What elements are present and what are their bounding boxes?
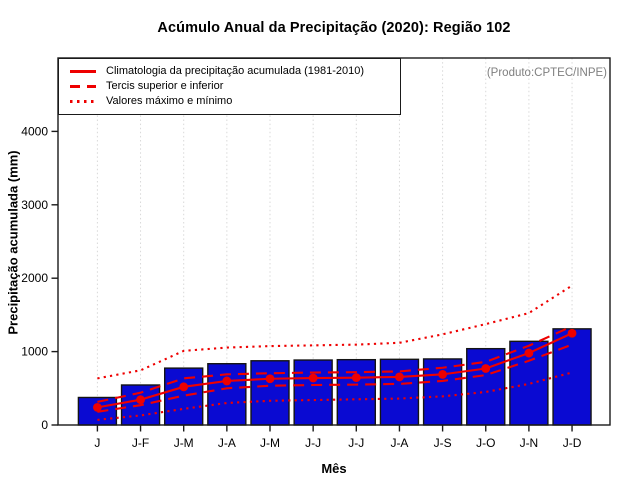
y-tick-label: 2000 [21, 271, 48, 285]
x-tick-label: J-J [305, 436, 321, 450]
climatology-point [438, 369, 447, 379]
legend-label: Tercis superior e inferior [106, 80, 224, 92]
precipitation-bar [336, 358, 376, 426]
precipitation-bar [379, 358, 420, 426]
legend-box: Climatologia da precipitação acumulada (… [58, 58, 401, 115]
legend-item-max-min: Valores máximo e mínimo [70, 95, 400, 108]
climatology-point [265, 374, 275, 384]
climatology-point [93, 402, 102, 412]
climatology-point [524, 348, 534, 358]
x-tick-label: J-F [132, 436, 149, 450]
y-axis-title: Precipitação acumulada (mm) [5, 150, 21, 335]
product-credit: (Produto:CPTEC/INPE) [486, 67, 607, 79]
legend-item-climatology: Climatologia da precipitação acumulada (… [70, 65, 400, 78]
climatology-point [179, 382, 189, 392]
x-tick-label: J-O [476, 436, 495, 450]
y-tick-label: 3000 [21, 198, 48, 212]
legend-item-terciles: Tercis superior e inferior [70, 80, 400, 93]
extreme-line [97, 371, 573, 421]
dotted-line-icon [70, 100, 96, 103]
climatology-line [97, 332, 573, 409]
x-tick-label: J-M [260, 436, 280, 450]
x-tick-label: J-D [563, 436, 582, 450]
solid-line-icon [70, 70, 96, 73]
climatology-point [481, 364, 491, 373]
y-tick-label: 0 [41, 418, 48, 432]
precipitation-bar [552, 328, 592, 426]
x-tick-label: J-J [348, 436, 364, 450]
precipitation-bar [293, 359, 333, 426]
x-tick-label: J [94, 436, 100, 450]
y-tick-label: 1000 [21, 345, 48, 359]
dashed-line-icon [70, 85, 96, 88]
tercile-line [97, 343, 573, 413]
precipitation-bar [422, 358, 463, 426]
climatology-point [308, 373, 318, 383]
x-tick-label: J-A [218, 436, 236, 450]
legend-label: Valores máximo e mínimo [106, 95, 233, 107]
legend-label: Climatologia da precipitação acumulada (… [106, 65, 365, 77]
climatology-point [222, 376, 232, 386]
x-tick-label: J-A [390, 436, 408, 450]
climatology-point [351, 373, 361, 383]
precipitation-bar [466, 347, 506, 426]
x-tick-label: J-N [520, 436, 539, 450]
climatology-point [567, 328, 577, 338]
extreme-line [97, 284, 573, 380]
precipitation-bar [207, 363, 247, 426]
precipitation-bar [163, 367, 204, 426]
tercile-line [97, 325, 573, 403]
precipitation-bar [250, 360, 290, 426]
chart-title: Acúmulo Anual da Precipitação (2020): Re… [157, 20, 511, 36]
climatology-point [395, 372, 404, 382]
y-tick-label: 4000 [21, 124, 48, 138]
x-tick-label: J-S [434, 436, 452, 450]
x-axis-title: Mês [321, 461, 347, 476]
climatology-point [136, 395, 145, 405]
x-tick-label: J-M [174, 436, 194, 450]
